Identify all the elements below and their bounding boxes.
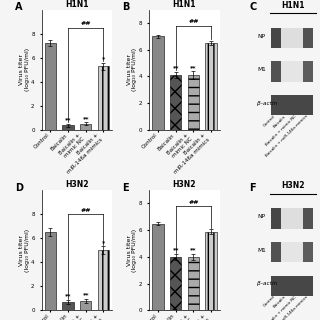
Text: ##: ## [81, 208, 91, 213]
Bar [152, 36, 164, 130]
FancyBboxPatch shape [281, 208, 292, 228]
Text: β-actin: β-actin [257, 101, 278, 106]
Text: H1N1: H1N1 [281, 1, 305, 10]
Text: *: * [102, 240, 105, 245]
FancyBboxPatch shape [270, 95, 281, 116]
Text: **: ** [172, 248, 179, 253]
Text: Baicalin: Baicalin [272, 295, 287, 309]
Text: Baicalin + mimic NC: Baicalin + mimic NC [265, 295, 297, 320]
Text: **: ** [190, 65, 196, 70]
FancyBboxPatch shape [292, 95, 303, 116]
Bar [205, 43, 217, 130]
Text: M1: M1 [257, 248, 266, 253]
Text: **: ** [172, 65, 179, 70]
Text: β-actin: β-actin [257, 281, 278, 286]
Text: **: ** [190, 247, 196, 252]
Title: H3N2: H3N2 [173, 180, 196, 189]
Title: H3N2: H3N2 [65, 180, 89, 189]
FancyBboxPatch shape [303, 242, 314, 262]
Text: B: B [122, 2, 130, 12]
Bar [80, 124, 92, 130]
Title: H1N1: H1N1 [65, 0, 89, 9]
Bar [45, 43, 56, 130]
Bar [170, 75, 181, 130]
Bar [62, 302, 74, 310]
Y-axis label: Virus titer
(log₁₀ PFU/ml): Virus titer (log₁₀ PFU/ml) [126, 229, 137, 272]
Text: NP: NP [257, 34, 266, 39]
Text: **: ** [65, 294, 71, 299]
Text: ##: ## [188, 200, 199, 205]
Text: D: D [15, 183, 23, 193]
FancyBboxPatch shape [270, 28, 281, 48]
Text: Baicalin: Baicalin [272, 114, 287, 129]
Bar [205, 232, 217, 310]
FancyBboxPatch shape [292, 208, 303, 228]
Title: H1N1: H1N1 [173, 0, 196, 9]
Text: H3N2: H3N2 [281, 181, 305, 190]
Text: NP: NP [257, 214, 266, 219]
Bar [80, 301, 92, 310]
Bar [98, 250, 109, 310]
Text: **: ** [83, 292, 89, 297]
Text: Baicalin + miR-146a mimics: Baicalin + miR-146a mimics [265, 114, 308, 158]
Text: Control: Control [262, 114, 276, 128]
FancyBboxPatch shape [303, 28, 314, 48]
Text: **: ** [83, 116, 89, 121]
FancyBboxPatch shape [281, 242, 292, 262]
Text: ##: ## [81, 21, 91, 27]
FancyBboxPatch shape [303, 208, 314, 228]
FancyBboxPatch shape [281, 95, 292, 116]
Bar [170, 257, 181, 310]
Text: ##: ## [188, 19, 199, 24]
Bar [45, 232, 56, 310]
Y-axis label: Virus titer
(log₁₀ PFU/ml): Virus titer (log₁₀ PFU/ml) [19, 48, 30, 91]
FancyBboxPatch shape [270, 242, 281, 262]
FancyBboxPatch shape [292, 61, 303, 82]
Bar [188, 257, 199, 310]
Text: A: A [15, 2, 22, 12]
Y-axis label: Virus titer
(log₁₀ PFU/ml): Virus titer (log₁₀ PFU/ml) [19, 229, 30, 272]
FancyBboxPatch shape [281, 276, 292, 296]
FancyBboxPatch shape [303, 276, 314, 296]
FancyBboxPatch shape [281, 28, 292, 48]
Text: C: C [250, 2, 257, 12]
Text: M1: M1 [257, 67, 266, 72]
FancyBboxPatch shape [303, 61, 314, 82]
Text: Control: Control [262, 295, 276, 308]
Bar [62, 125, 74, 130]
FancyBboxPatch shape [303, 95, 314, 116]
Text: *: * [102, 56, 105, 61]
Bar [152, 223, 164, 310]
Bar [98, 66, 109, 130]
Text: E: E [122, 183, 129, 193]
FancyBboxPatch shape [270, 61, 281, 82]
FancyBboxPatch shape [292, 28, 303, 48]
Y-axis label: Virus titer
(log₁₀ PFU/ml): Virus titer (log₁₀ PFU/ml) [126, 48, 137, 91]
FancyBboxPatch shape [270, 276, 281, 296]
Text: **: ** [65, 117, 71, 123]
Text: Baicalin + mimic NC: Baicalin + mimic NC [265, 114, 297, 147]
FancyBboxPatch shape [270, 208, 281, 228]
FancyBboxPatch shape [281, 61, 292, 82]
Text: Baicalin + miR-146a mimics: Baicalin + miR-146a mimics [265, 295, 308, 320]
Text: F: F [250, 183, 256, 193]
Bar [188, 75, 199, 130]
FancyBboxPatch shape [292, 242, 303, 262]
FancyBboxPatch shape [292, 276, 303, 296]
